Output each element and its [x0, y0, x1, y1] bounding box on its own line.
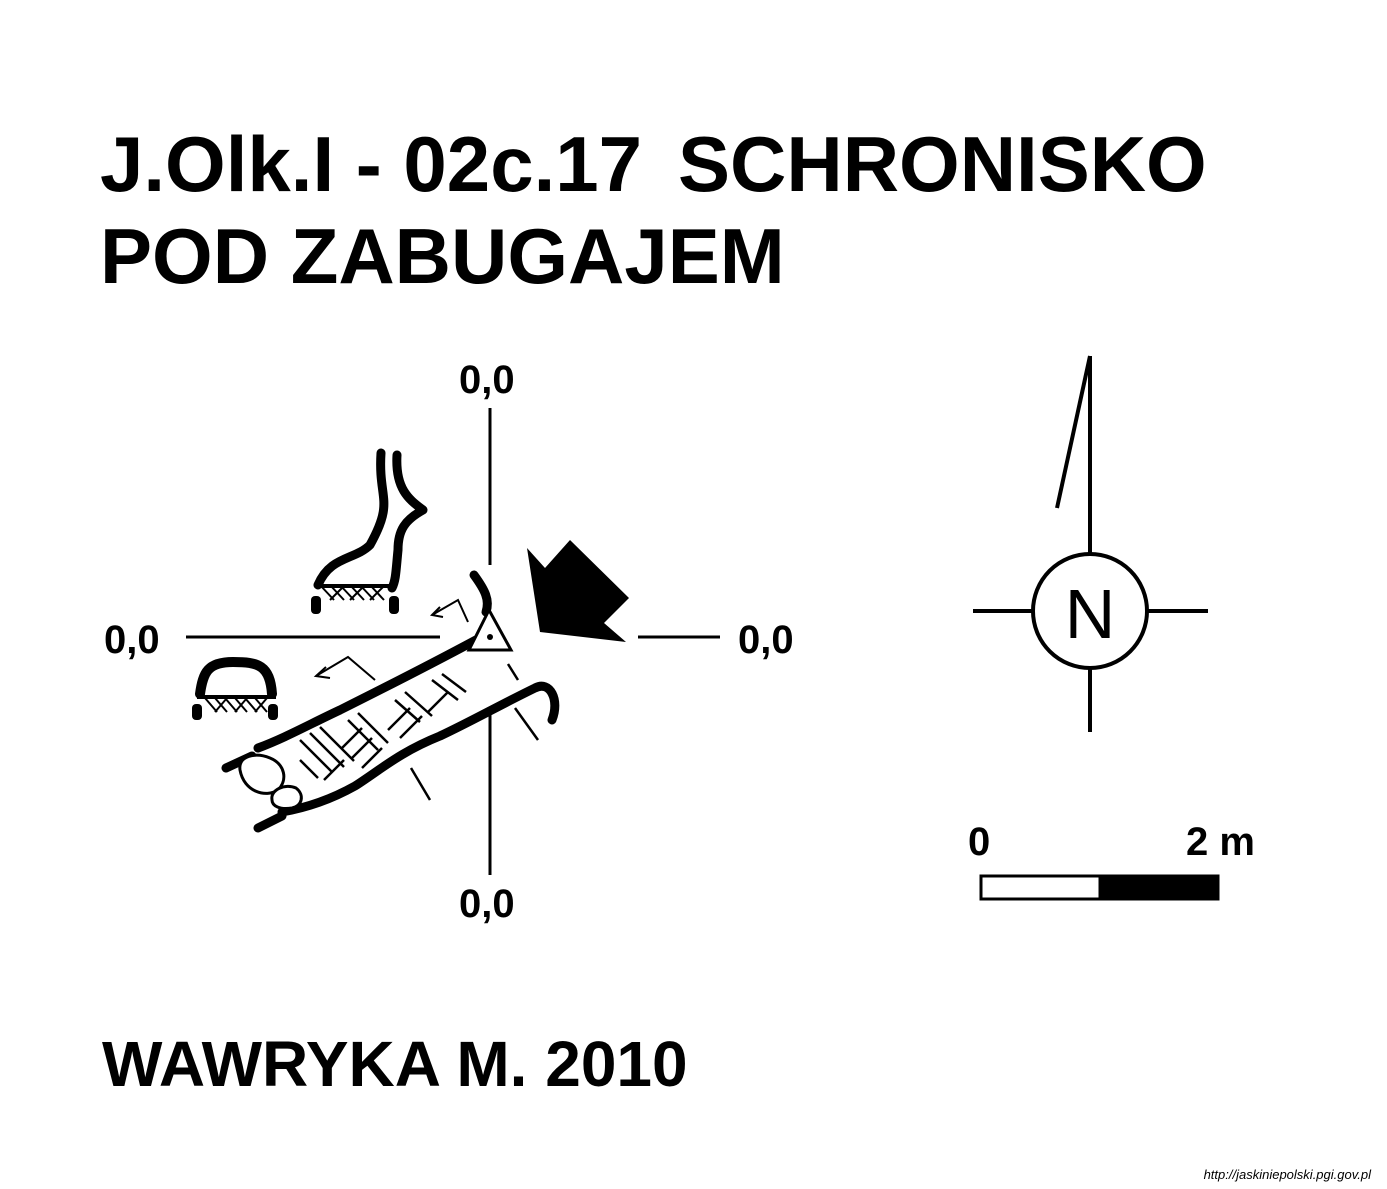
scale-bar-black-segment	[1098, 874, 1220, 901]
grid-label-right: 0,0	[738, 618, 794, 662]
rock-outline-lower	[192, 656, 278, 720]
north-arrow-circle	[1031, 552, 1149, 670]
cave-name-line2: POD ZABUGAJEM	[100, 212, 785, 300]
map-title: J.Olk.I - 02c.17 SCHRONISKO POD ZABUGAJEM	[100, 118, 1207, 302]
scale-bar-white-segment	[979, 874, 1102, 901]
cave-name-line1: SCHRONISKO	[678, 120, 1207, 208]
cave-passage	[221, 570, 560, 833]
scale-label-start: 0	[968, 820, 991, 864]
scale-label-end: 2 m	[1186, 820, 1255, 864]
north-arrow: N	[973, 355, 1208, 732]
grid-label-top: 0,0	[459, 358, 515, 402]
grid-label-left: 0,0	[104, 618, 160, 662]
scale-bar	[979, 874, 1220, 901]
reference-cross	[186, 408, 720, 875]
survey-station	[466, 606, 514, 652]
north-arrow-needle	[1055, 355, 1092, 553]
title-line-1: J.Olk.I - 02c.17 SCHRONISKO	[100, 118, 1207, 210]
source-url-link[interactable]: http://jaskiniepolski.pgi.gov.pl	[1203, 1167, 1371, 1182]
north-letter: N	[1065, 575, 1116, 653]
cave-code: J.Olk.I - 02c.17	[100, 120, 643, 208]
author-credit: WAWRYKA M. 2010	[102, 1028, 688, 1100]
grid-label-bottom: 0,0	[459, 882, 515, 926]
entrance-arrow	[527, 540, 629, 642]
rock-outline-upper	[311, 448, 428, 614]
slope-arrows	[313, 598, 469, 681]
